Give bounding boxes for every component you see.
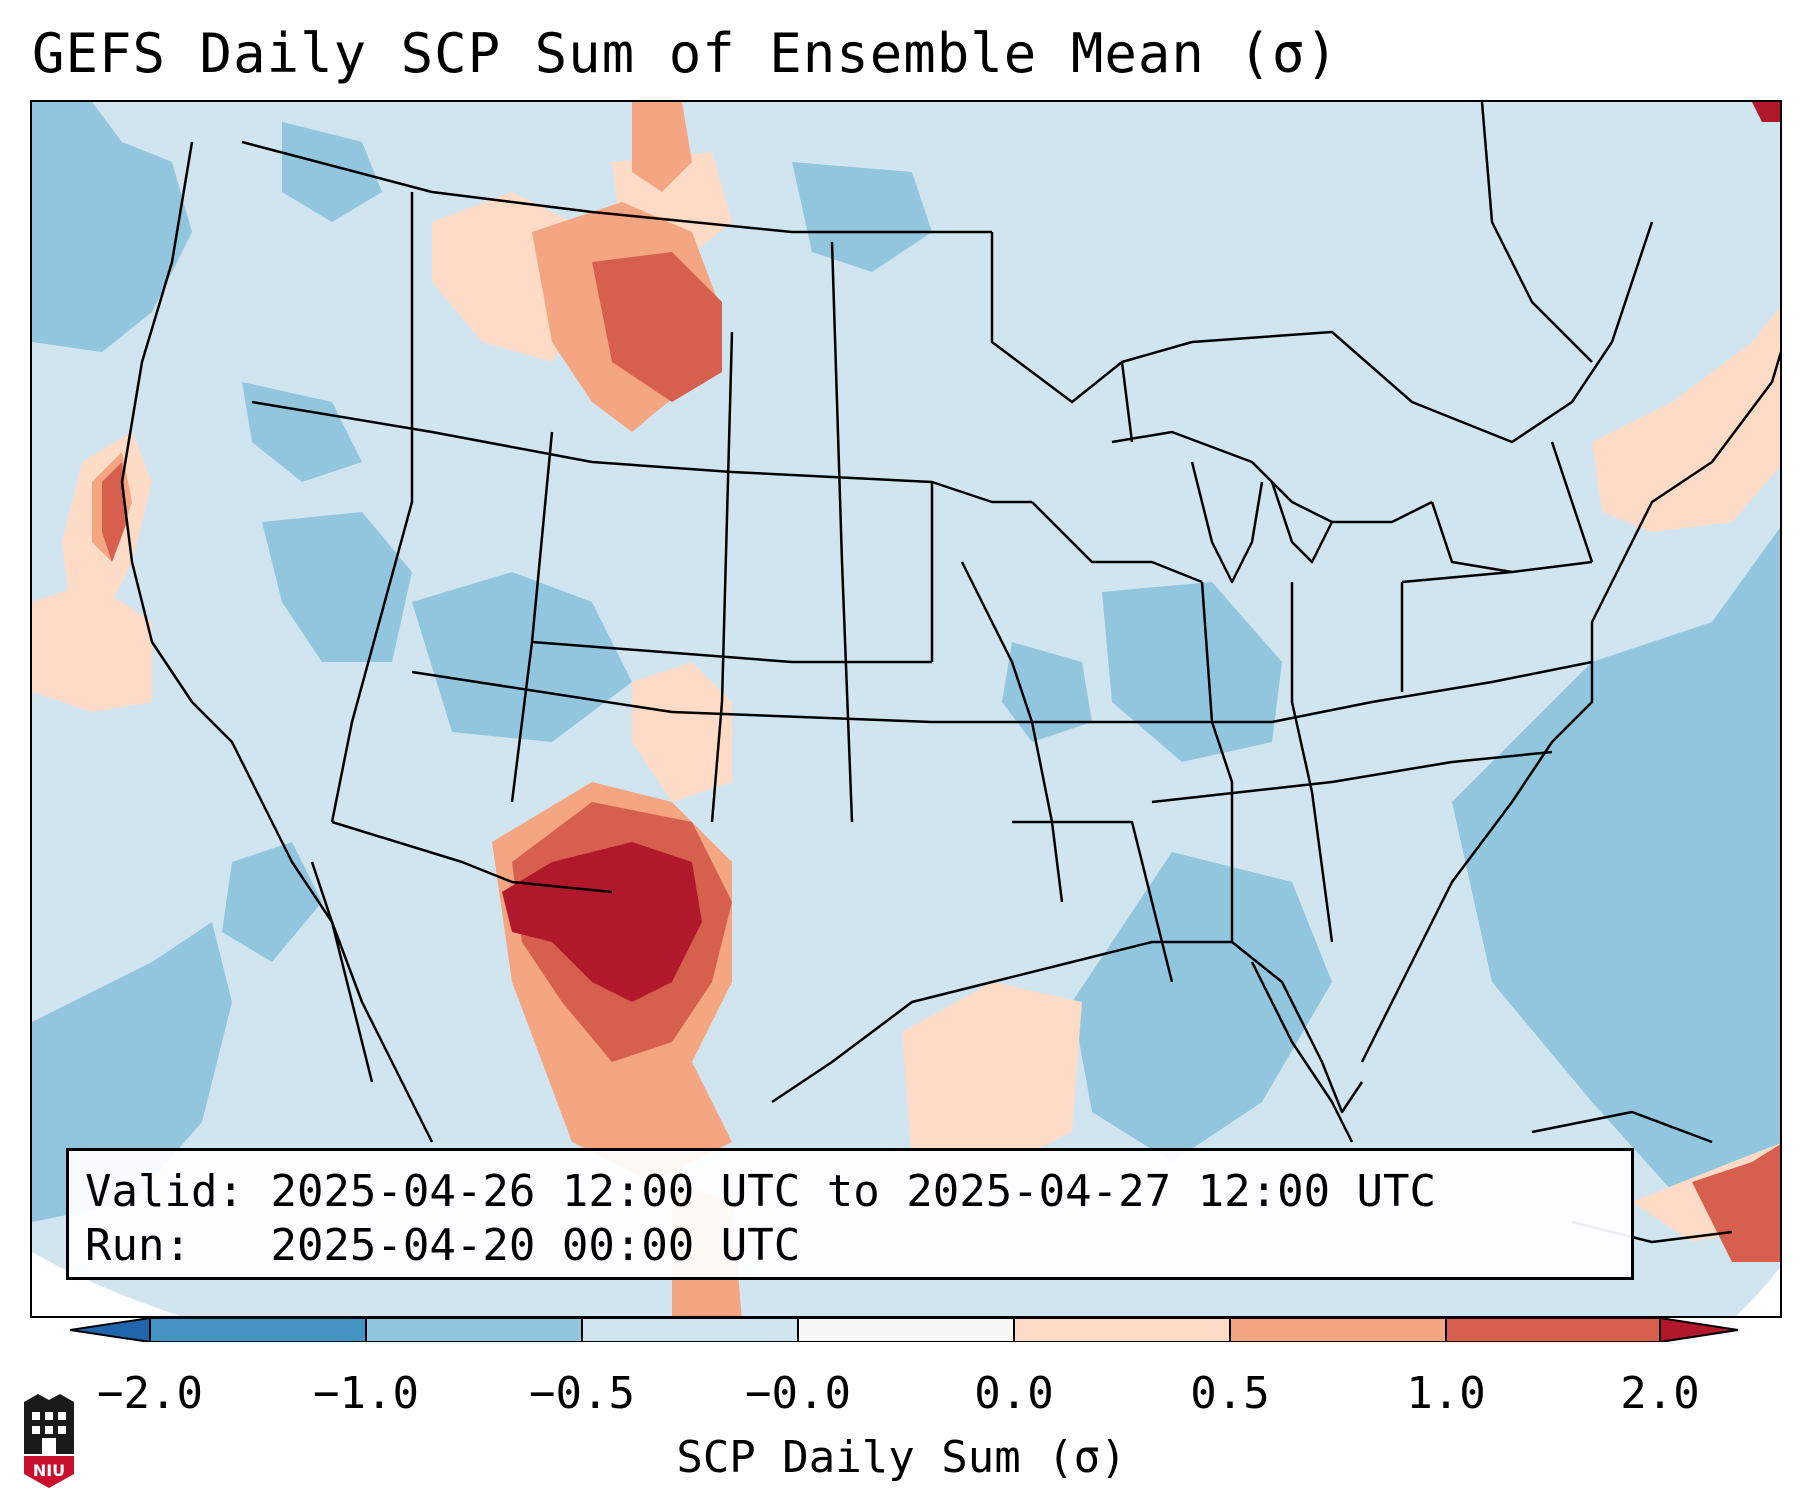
- colorbar-tick-label: 2.0: [1620, 1368, 1700, 1419]
- logo-text: NIU: [33, 1461, 65, 1480]
- colorbar-bin: [1446, 1318, 1660, 1342]
- map-canvas: [32, 102, 1780, 1316]
- colorbar-tick-label: 0.5: [1190, 1368, 1270, 1419]
- colorbar-tick-label: 0.0: [974, 1368, 1054, 1419]
- colorbar-ticks: [149, 1318, 1661, 1342]
- colorbar-tick-label: −1.0: [313, 1368, 419, 1419]
- colorbar-bin: [150, 1318, 366, 1342]
- colorbar-bin: [798, 1318, 1014, 1342]
- colorbar-tick-label: −2.0: [97, 1368, 203, 1419]
- valid-run-info-box: Valid: 2025-04-26 12:00 UTC to 2025-04-2…: [66, 1148, 1634, 1280]
- colorbar-tick-label: −0.5: [529, 1368, 635, 1419]
- colorbar-bin: [582, 1318, 798, 1342]
- field-background: [32, 102, 1780, 1316]
- colorbar-tick-label: −0.0: [745, 1368, 851, 1419]
- colorbar-tick-label: 1.0: [1406, 1368, 1486, 1419]
- colorbar-bin: [1230, 1318, 1446, 1342]
- colorbar-outline: [70, 1318, 1739, 1342]
- map-boundaries: [120, 102, 1780, 1244]
- projection-corner-right: [1736, 1267, 1780, 1316]
- colorbar-under-triangle: [70, 1318, 150, 1342]
- valid-time-range: 2025-04-26 12:00 UTC to 2025-04-27 12:00…: [270, 1166, 1437, 1217]
- projection-corner-left: [32, 1252, 181, 1316]
- niu-logo: NIU: [24, 1394, 74, 1488]
- run-label: Run:: [85, 1220, 191, 1271]
- map-panel: [30, 100, 1782, 1318]
- colorbar-bin: [366, 1318, 582, 1342]
- colorbar-over-triangle: [1660, 1318, 1738, 1342]
- valid-label: Valid:: [85, 1166, 244, 1217]
- chart-title: GEFS Daily SCP Sum of Ensemble Mean (σ): [32, 22, 1339, 85]
- colorbar: [70, 1318, 1739, 1342]
- colorbar-bin: [1014, 1318, 1230, 1342]
- colorbar-label: SCP Daily Sum (σ): [676, 1432, 1127, 1483]
- field-low-anomaly: [32, 102, 1780, 1222]
- run-time: 2025-04-20 00:00 UTC: [270, 1220, 801, 1271]
- field-extreme-positive: [502, 102, 1780, 1002]
